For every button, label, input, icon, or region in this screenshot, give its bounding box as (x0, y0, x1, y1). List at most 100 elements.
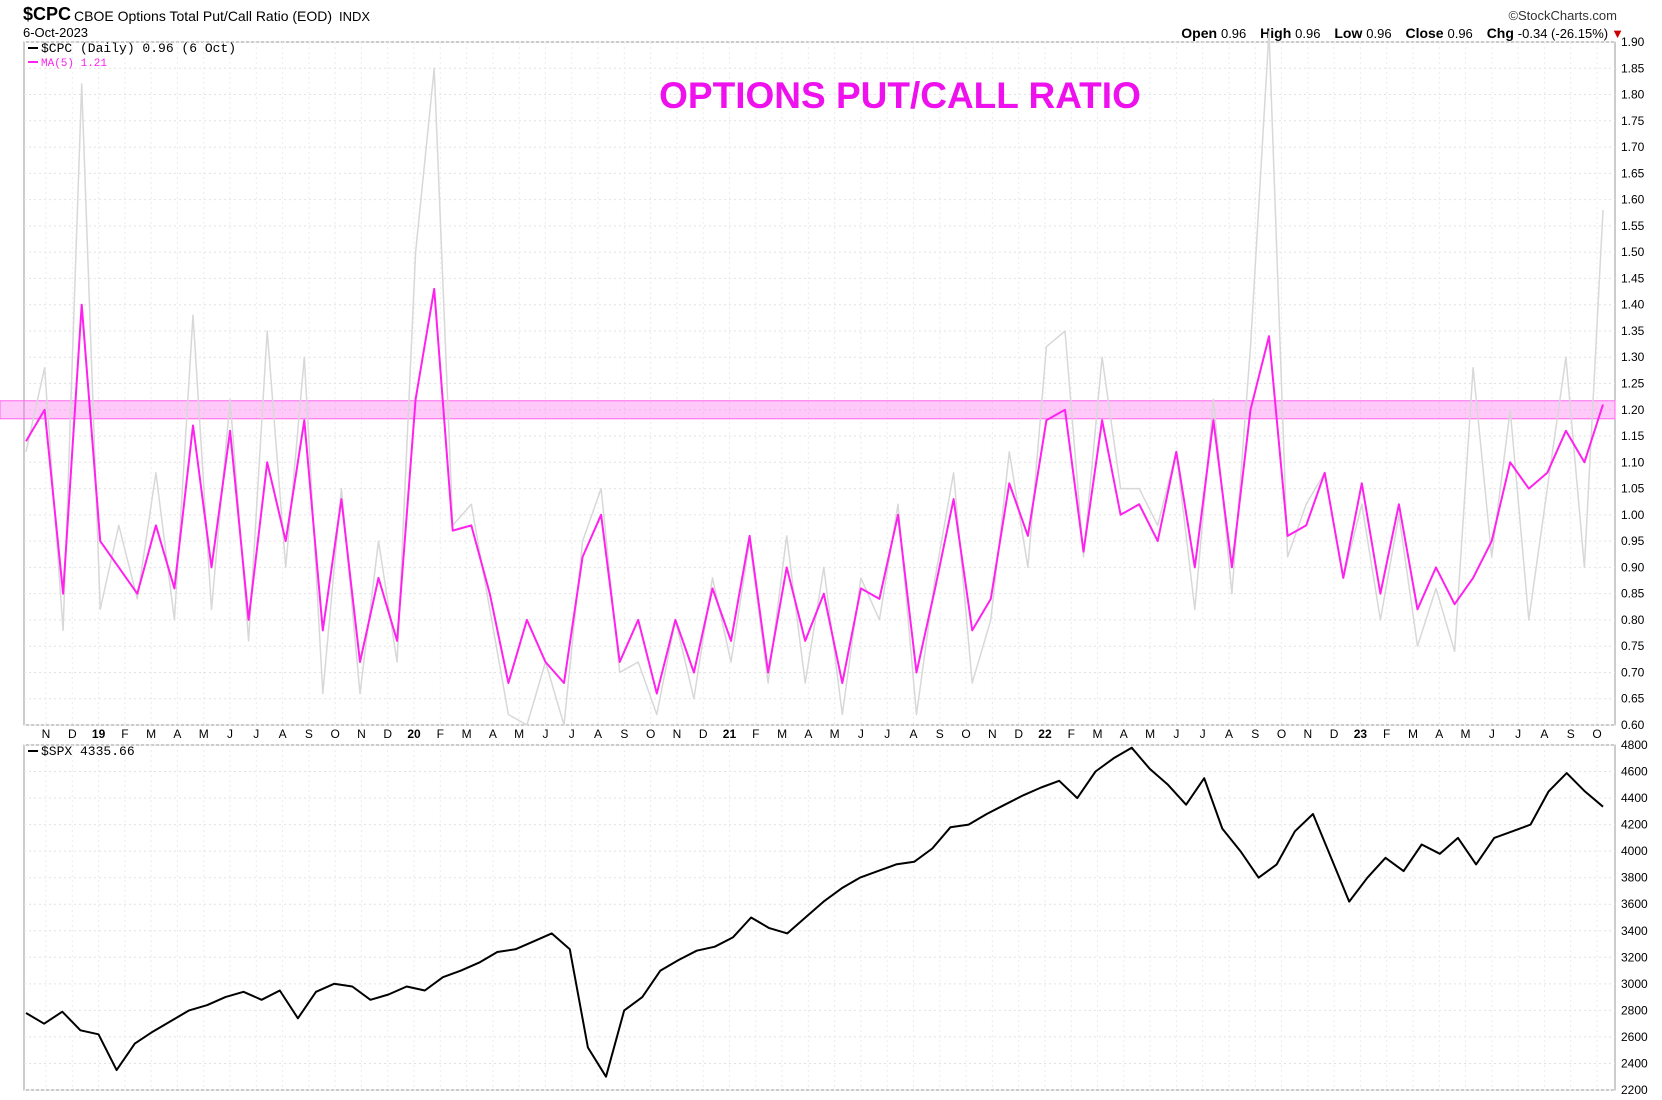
y-tick-label: 1.50 (1621, 245, 1645, 259)
y-tick-label: 0.95 (1621, 534, 1645, 548)
x-tick-label: N (42, 727, 51, 741)
x-tick-label: N (988, 727, 997, 741)
x-tick-label: F (121, 727, 128, 741)
x-tick-label: A (489, 727, 497, 741)
exchange-label: INDX (339, 9, 371, 24)
x-tick-label: S (936, 727, 944, 741)
x-tick-label: F (437, 727, 444, 741)
y-tick-label: 1.35 (1621, 324, 1645, 338)
x-tick-label: D (68, 727, 77, 741)
x-tick-label: A (594, 727, 602, 741)
y-tick-label: 4400 (1621, 791, 1648, 805)
y-tick-label: 1.75 (1621, 114, 1645, 128)
y-tick-label: 3000 (1621, 977, 1648, 991)
chart-annotation-title: OPTIONS PUT/CALL RATIO (659, 75, 1141, 116)
y-tick-label: 3200 (1621, 950, 1648, 964)
x-tick-label: J (569, 727, 575, 741)
chart-panel-2: 4800 4600 4400 4200 4000 3800 3600 3400 3200 3000… (23, 738, 1648, 1097)
x-tick-label: M (462, 727, 472, 741)
x-tick-label: D (699, 727, 708, 741)
x-tick-label: M (199, 727, 209, 741)
close-value: 0.96 (1447, 26, 1473, 41)
chart-panel-1: 1.90 1.85 1.80 1.75 1.70 1.65 1.60 1.55 1.50 1.45… (0, 30, 1645, 741)
y-tick-label: 4600 (1621, 765, 1648, 779)
x-tick-label: 19 (92, 727, 106, 741)
x-tick-label: J (884, 727, 890, 741)
y-tick-label: 0.90 (1621, 560, 1645, 574)
y-tick-label: 1.10 (1621, 455, 1645, 469)
y-tick-label: 1.25 (1621, 377, 1645, 391)
y-tick-label: 4000 (1621, 844, 1648, 858)
series-line-ma-5- (25, 287, 1604, 695)
x-tick-label: O (1277, 727, 1286, 741)
high-value: 0.96 (1295, 26, 1321, 41)
x-tick-label: D (1014, 727, 1023, 741)
x-tick-label: D (383, 727, 392, 741)
low-value: 0.96 (1366, 26, 1392, 41)
x-tick-label: M (1093, 727, 1103, 741)
x-tick-label: M (1408, 727, 1418, 741)
close-label: Close (1405, 25, 1444, 41)
y-tick-label: 1.55 (1621, 219, 1645, 233)
y-tick-label: 1.80 (1621, 88, 1645, 102)
y-tick-label: 1.15 (1621, 429, 1645, 443)
y-tick-label: 1.40 (1621, 298, 1645, 312)
down-arrow-icon: ▼ (1611, 26, 1624, 41)
y-tick-label: 4200 (1621, 818, 1648, 832)
y-tick-label: 0.60 (1621, 718, 1645, 732)
y-tick-label: 1.45 (1621, 271, 1645, 285)
x-tick-label: M (514, 727, 524, 741)
y-tick-label: 1.05 (1621, 482, 1645, 496)
x-tick-label: O (646, 727, 655, 741)
x-tick-label: S (1251, 727, 1259, 741)
x-tick-label: M (1461, 727, 1471, 741)
y-tick-label: 1.85 (1621, 61, 1645, 75)
x-tick-label: F (1383, 727, 1390, 741)
y-tick-label: 3400 (1621, 924, 1648, 938)
y-tick-label: 3600 (1621, 897, 1648, 911)
x-tick-label: J (1489, 727, 1495, 741)
x-tick-label: A (1540, 727, 1548, 741)
x-tick-label: S (620, 727, 628, 741)
x-tick-label: F (752, 727, 759, 741)
x-tick-label: J (542, 727, 548, 741)
y-tick-label: 2200 (1621, 1083, 1648, 1097)
x-tick-label: O (330, 727, 339, 741)
x-tick-label: O (1592, 727, 1601, 741)
x-tick-label: M (146, 727, 156, 741)
plot-area (23, 744, 1616, 1091)
x-tick-label: J (1515, 727, 1521, 741)
x-tick-label: 21 (723, 727, 737, 741)
x-tick-label: J (858, 727, 864, 741)
x-tick-label: A (1225, 727, 1233, 741)
y-tick-label: 0.70 (1621, 665, 1645, 679)
x-tick-label: N (673, 727, 682, 741)
y-tick-label: 1.60 (1621, 193, 1645, 207)
y-tick-label: 2400 (1621, 1056, 1648, 1070)
y-tick-label: 1.90 (1621, 35, 1645, 49)
legend-entry: $SPX 4335.66 (41, 744, 135, 759)
low-label: Low (1334, 25, 1363, 41)
x-tick-label: N (1303, 727, 1312, 741)
x-tick-label: M (830, 727, 840, 741)
chart-header: $CPC CBOE Options Total Put/Call Ratio (… (0, 0, 1662, 42)
source-label: ©StockCharts.com (1508, 8, 1617, 23)
y-tick-label: 1.00 (1621, 508, 1645, 522)
highlight-band (0, 400, 1616, 420)
y-tick-label: 2800 (1621, 1003, 1648, 1017)
series-line--spx (25, 746, 1604, 1078)
x-tick-label: 20 (407, 727, 421, 741)
y-tick-label: 2600 (1621, 1030, 1648, 1044)
x-tick-label: N (357, 727, 366, 741)
y-tick-label: 1.65 (1621, 166, 1645, 180)
legend-entry: $CPC (Daily) 0.96 (6 Oct) (41, 41, 236, 56)
y-tick-label: 0.85 (1621, 587, 1645, 601)
x-tick-label: A (279, 727, 287, 741)
x-tick-label: J (1200, 727, 1206, 741)
open-value: 0.96 (1220, 26, 1247, 41)
x-tick-label: M (1145, 727, 1155, 741)
x-tick-label: A (1435, 727, 1443, 741)
x-tick-label: J (253, 727, 259, 741)
chg-value: -0.34 (-26.15%) (1517, 26, 1609, 41)
